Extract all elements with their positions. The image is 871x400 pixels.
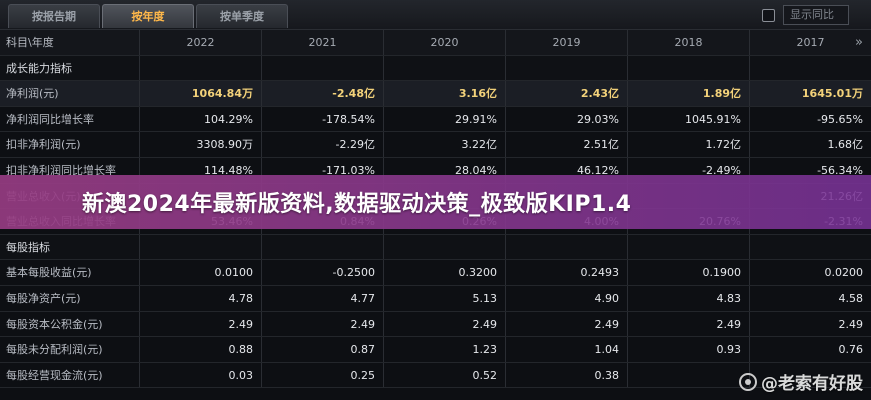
- value-cell: 1645.01万: [801, 87, 863, 101]
- table-row[interactable]: 基本每股收益(元) 0.0100 -0.2500 0.3200 0.2493 0.1900…: [0, 260, 871, 286]
- tab-by-report-period[interactable]: 按报告期: [8, 4, 100, 28]
- value-cell: 0.3200: [384, 260, 506, 285]
- double-chevron-right-icon[interactable]: »: [855, 35, 863, 50]
- section-title: 每股指标: [0, 234, 140, 260]
- value-cell: 1.89亿: [628, 81, 750, 106]
- value-cell: 4.83: [628, 285, 750, 311]
- year-header[interactable]: 2018: [628, 30, 750, 55]
- value-cell: 4.90: [506, 285, 628, 311]
- table-row[interactable]: 每股未分配利润(元) 0.88 0.87 1.23 1.04 0.93 0.76: [0, 337, 871, 363]
- value-cell: [628, 362, 750, 388]
- value-cell: 5.13: [384, 285, 506, 311]
- row-label: 基本每股收益(元): [0, 260, 140, 285]
- row-label: 每股净资产(元): [0, 285, 140, 311]
- value-cell: -95.65%: [817, 112, 863, 126]
- section-per-share-rows: 基本每股收益(元) 0.0100 -0.2500 0.3200 0.2493 0.1900…: [0, 260, 871, 389]
- table-row[interactable]: 扣非净利润(元) 3308.90万 -2.29亿 3.22亿 2.51亿 1.72亿 1.6…: [0, 132, 871, 158]
- header-label: 科目\年度: [0, 30, 140, 55]
- value-cell: 0.76: [838, 343, 864, 357]
- value-cell: -0.2500: [262, 260, 384, 285]
- value-cell: 1.72亿: [628, 132, 750, 157]
- row-label: 每股未分配利润(元): [0, 337, 140, 362]
- value-cell: 3.22亿: [384, 132, 506, 157]
- row-label: 每股资本公积金(元): [0, 311, 140, 337]
- section-title: 成长能力指标: [0, 55, 140, 81]
- value-cell: 2.51亿: [506, 132, 628, 157]
- value-cell: 1064.84万: [140, 81, 262, 106]
- tab-by-year[interactable]: 按年度: [102, 4, 194, 28]
- value-cell: 0.0200: [824, 266, 864, 280]
- value-cell: 3308.90万: [140, 132, 262, 157]
- value-cell: 0.93: [628, 337, 750, 362]
- section-row: 成长能力指标: [0, 55, 871, 82]
- year-header[interactable]: 2020: [384, 30, 506, 55]
- table-row[interactable]: 每股净资产(元) 4.78 4.77 5.13 4.90 4.83 4.58: [0, 285, 871, 312]
- value-cell: -56.34%: [817, 163, 863, 177]
- value-cell: 4.58: [838, 291, 864, 305]
- value-cell: -178.54%: [262, 106, 384, 132]
- table-row[interactable]: 净利润(元) 1064.84万 -2.48亿 3.16亿 2.43亿 1.89亿 1645.…: [0, 81, 871, 107]
- value-cell: 4.77: [262, 285, 384, 311]
- value-cell: 114.48%: [140, 157, 262, 183]
- value-cell: -171.03%: [262, 157, 384, 183]
- value-cell: 29.03%: [506, 106, 628, 132]
- value-cell: 0.87: [262, 337, 384, 362]
- year-header[interactable]: 2021: [262, 30, 384, 55]
- value-cell: 0.1900: [628, 260, 750, 285]
- value-cell: 29.91%: [384, 106, 506, 132]
- value-cell: 2.49: [506, 311, 628, 337]
- row-label: 每股经营现金流(元): [0, 362, 140, 388]
- watermark: @老索有好股: [739, 369, 863, 394]
- value-cell: 2.49: [628, 311, 750, 337]
- year-header[interactable]: 2019: [506, 30, 628, 55]
- value-cell: 0.38: [506, 362, 628, 388]
- row-label: 净利润同比增长率: [0, 106, 140, 132]
- tab-bar: 按报告期 按年度 按单季度 显示同比: [0, 0, 871, 30]
- table-row[interactable]: 每股资本公积金(元) 2.49 2.49 2.49 2.49 2.49 2.49: [0, 311, 871, 338]
- value-cell: 28.04%: [384, 157, 506, 183]
- watermark-text: @老索有好股: [761, 374, 863, 394]
- value-cell: 2.43亿: [506, 81, 628, 106]
- value-cell: 0.03: [140, 362, 262, 388]
- year-header[interactable]: 2017: [796, 36, 825, 49]
- table-header-row: 科目\年度 2022 2021 2020 2019 2018 2017 »: [0, 30, 871, 56]
- value-cell: 0.88: [140, 337, 262, 362]
- value-cell: 46.12%: [506, 157, 628, 183]
- banner-title: 新澳2024年最新版资料,数据驱动决策_极致版KIP1.4: [82, 192, 632, 217]
- value-cell: 1.04: [506, 337, 628, 362]
- value-cell: 2.49: [140, 311, 262, 337]
- row-label: 扣非净利润(元): [0, 132, 140, 157]
- table-row[interactable]: 每股经营现金流(元) 0.03 0.25 0.52 0.38: [0, 362, 871, 389]
- section-row: 每股指标: [0, 234, 871, 261]
- table-row[interactable]: 净利润同比增长率 104.29% -178.54% 29.91% 29.03% 1045.…: [0, 106, 871, 133]
- value-cell: -2.48亿: [262, 81, 384, 106]
- value-cell: -2.29亿: [262, 132, 384, 157]
- value-cell: 1045.91%: [628, 106, 750, 132]
- value-cell: 2.49: [262, 311, 384, 337]
- value-cell: 1.68亿: [827, 138, 864, 152]
- value-cell: 0.0100: [140, 260, 262, 285]
- value-cell: 3.16亿: [384, 81, 506, 106]
- value-cell: 4.78: [140, 285, 262, 311]
- weibo-logo-icon: [739, 372, 757, 391]
- same-period-checkbox[interactable]: [762, 9, 775, 22]
- value-cell: 0.25: [262, 362, 384, 388]
- value-cell: 2.49: [838, 317, 864, 331]
- same-period-toggle[interactable]: 显示同比: [783, 5, 849, 25]
- value-cell: 0.52: [384, 362, 506, 388]
- value-cell: -2.49%: [628, 157, 750, 183]
- row-label: 净利润(元): [0, 81, 140, 106]
- overlay-banner: 新澳2024年最新版资料,数据驱动决策_极致版KIP1.4: [0, 175, 871, 229]
- value-cell: 0.2493: [506, 260, 628, 285]
- year-header[interactable]: 2022: [140, 30, 262, 55]
- value-cell: 104.29%: [140, 106, 262, 132]
- tab-by-quarter[interactable]: 按单季度: [196, 4, 288, 28]
- row-label: 扣非净利润同比增长率: [0, 157, 140, 183]
- value-cell: 2.49: [384, 311, 506, 337]
- value-cell: 1.23: [384, 337, 506, 362]
